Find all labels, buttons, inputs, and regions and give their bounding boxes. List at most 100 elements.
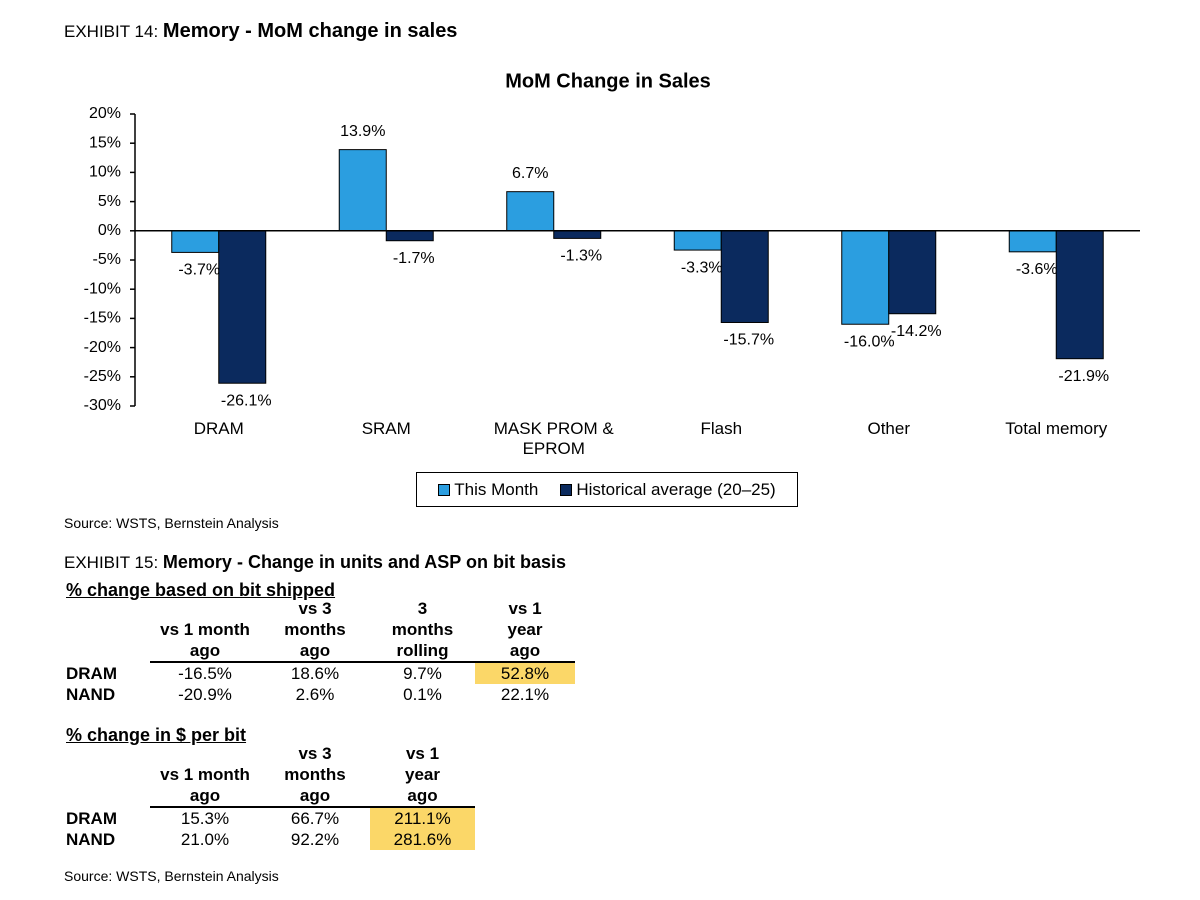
cell: 15.3% — [180, 809, 230, 828]
header-line: months — [284, 765, 346, 784]
cell: 2.6% — [295, 685, 335, 704]
cell: 211.1% — [370, 807, 475, 829]
exhibit-header: EXHIBIT 15: Memory - Change in units and… — [64, 552, 566, 573]
data-row: DRAM 15.3% 66.7% 211.1% — [66, 807, 475, 829]
data-label: -3.3% — [681, 259, 723, 276]
y-tick-label: -15% — [84, 310, 121, 327]
exhibit-label: EXHIBIT 14: — [64, 22, 159, 41]
table-heading: % change based on bit shipped — [66, 580, 336, 600]
data-table: vs 1 month ago vs 3 months ago 3 months rolling… — [66, 598, 575, 705]
header-line: 3 — [417, 599, 428, 618]
cell: 21.0% — [180, 830, 230, 849]
data-row: DRAM -16.5% 18.6% 9.7% 52.8% — [66, 662, 575, 684]
row-label: NAND — [66, 830, 116, 849]
bar — [841, 230, 890, 325]
y-tick-label: -5% — [93, 251, 121, 268]
header-line: ago — [299, 786, 331, 805]
column-header: vs 1 month ago — [150, 743, 260, 808]
cell: 281.6% — [370, 829, 475, 850]
header-line: vs 1 month — [160, 765, 250, 784]
x-tick-label: Flash — [700, 419, 743, 438]
bar — [218, 230, 267, 384]
cell: 0.1% — [403, 685, 442, 704]
header-line: year — [405, 765, 440, 784]
data-label: -15.7% — [723, 332, 774, 349]
y-tick-label: 10% — [89, 164, 121, 181]
bar — [171, 230, 220, 253]
x-tick-label: DRAM — [193, 419, 244, 438]
bar — [1008, 230, 1057, 253]
exhibit-label: EXHIBIT 15: — [64, 553, 159, 572]
column-header: vs 1 year ago — [370, 743, 475, 808]
table-heading: % change in $ per bit — [66, 725, 247, 745]
header-row: vs 1 month ago vs 3 months ago vs 1 year ago — [66, 743, 475, 808]
bar — [553, 230, 602, 239]
column-header: vs 1 month ago — [150, 598, 260, 663]
y-tick-label: -25% — [84, 368, 121, 385]
header-line: vs 1 — [405, 744, 440, 763]
x-tick-label: MASK PROM & EPROM — [493, 419, 614, 458]
y-tick-label: 15% — [89, 134, 121, 151]
header-line: ago — [189, 786, 221, 805]
y-tick-label: 0% — [98, 222, 121, 239]
header-line: vs 3 — [298, 599, 332, 618]
legend-label: Historical average (20–25) — [576, 479, 776, 499]
legend-item: This Month — [438, 480, 538, 500]
cell: 18.6% — [290, 664, 340, 683]
data-label: -1.7% — [393, 250, 435, 267]
bar — [338, 149, 387, 232]
data-label: 13.9% — [340, 123, 385, 140]
column-header: 3 months rolling — [370, 598, 475, 663]
source: Source: WSTS, Bernstein Analysis — [64, 868, 279, 884]
cell: 66.7% — [290, 809, 340, 828]
legend-swatch — [438, 484, 451, 497]
data-row: NAND -20.9% 2.6% 0.1% 22.1% — [66, 684, 575, 705]
legend-swatch — [560, 484, 573, 497]
legend-item: Historical average (20–25) — [560, 479, 776, 500]
y-tick-label: -20% — [84, 339, 121, 356]
exhibit-header: EXHIBIT 14: Memory - MoM change in sales — [64, 20, 457, 43]
legend: This Month Historical average (20–25) — [416, 472, 798, 507]
bar — [673, 230, 722, 251]
header-line: ago — [189, 641, 221, 660]
cell: 22.1% — [500, 685, 550, 704]
y-tick-label: 5% — [98, 193, 121, 210]
y-tick-label: -10% — [84, 280, 121, 297]
header-line: months — [284, 620, 346, 639]
data-label: -26.1% — [221, 392, 272, 409]
header-line: ago — [407, 786, 438, 805]
column-header: vs 3 months ago — [260, 598, 370, 663]
header-line: ago — [509, 641, 541, 660]
data-label: 6.7% — [512, 165, 548, 182]
row-label: DRAM — [66, 808, 117, 828]
x-tick-label: Total memory — [1005, 419, 1108, 438]
data-label: -3.7% — [178, 262, 220, 279]
bar — [506, 191, 555, 232]
row-label: DRAM — [66, 663, 117, 683]
data-row: NAND 21.0% 92.2% 281.6% — [66, 829, 475, 850]
cell: 52.8% — [475, 662, 575, 684]
data-label: -1.3% — [560, 248, 602, 265]
cell: -20.9% — [178, 685, 232, 704]
cell: 92.2% — [290, 830, 340, 849]
exhibit-title: Memory - MoM change in sales — [162, 20, 458, 42]
column-header: vs 1 year ago — [475, 598, 575, 663]
data-label: -14.2% — [891, 323, 942, 340]
exhibit-title: Memory - Change in units and ASP on bit … — [162, 552, 566, 572]
header-row: vs 1 month ago vs 3 months ago 3 months rolling… — [66, 598, 575, 663]
header-line: vs 3 — [298, 744, 332, 763]
data-label: -21.9% — [1058, 368, 1109, 385]
corner-cell — [66, 743, 150, 807]
header-line: vs 1 — [508, 599, 542, 618]
header-line: year — [507, 620, 543, 639]
corner-cell — [66, 598, 150, 662]
row-label: NAND — [66, 685, 116, 704]
header-line: ago — [299, 641, 331, 660]
bar — [888, 230, 937, 315]
header-line: vs 1 month — [160, 620, 250, 639]
source: Source: WSTS, Bernstein Analysis — [64, 515, 279, 531]
column-header: vs 3 months ago — [260, 743, 370, 808]
data-table: vs 1 month ago vs 3 months ago vs 1 year ago DRA… — [66, 743, 475, 850]
y-tick-label: 20% — [89, 105, 121, 122]
